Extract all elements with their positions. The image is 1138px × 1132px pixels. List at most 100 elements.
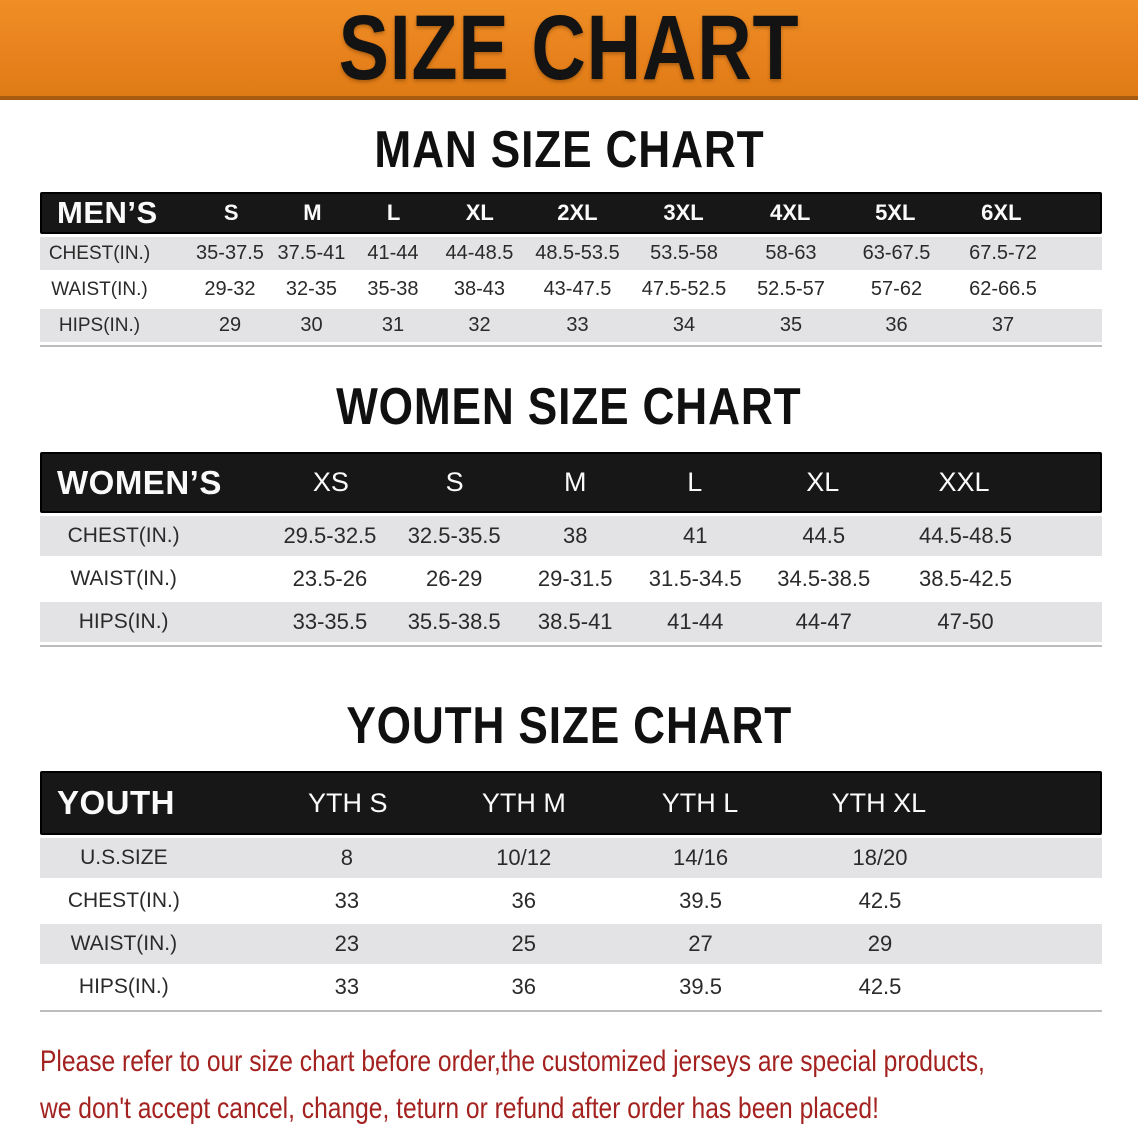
youth-size-section: YOUTH SIZE CHART YOUTH YTH S YTH M YTH L YTH… <box>0 700 1138 1012</box>
size-column-header: XL <box>806 467 840 497</box>
size-column-header: 6XL <box>981 200 1022 225</box>
value-cell: 27 <box>688 931 713 956</box>
value-cell: 25 <box>511 931 536 956</box>
womens-size-table: WOMEN’S XS S M L XL XXL CHEST(IN.) 29.5-32.5 32.5… <box>40 452 1102 647</box>
value-cell: 8 <box>340 845 354 870</box>
women-size-section: WOMEN SIZE CHART WOMEN’S XS S M L XL XXL CHEST(… <box>0 381 1138 647</box>
notice-line-2: we don't accept cancel, change, teturn o… <box>40 1092 879 1125</box>
notice-line-1: Please refer to our size chart before or… <box>40 1045 985 1078</box>
row-label-cell: U.S.SIZE <box>80 846 168 869</box>
value-cell: 34.5-38.5 <box>777 566 871 591</box>
value-cell: 44-48.5 <box>445 242 514 264</box>
row-label-cell: CHEST(IN.) <box>67 524 180 547</box>
value-cell: 23 <box>334 931 360 956</box>
value-cell: 63-67.5 <box>862 242 931 264</box>
size-column-header: XXL <box>938 467 990 497</box>
size-column-header: YTH S <box>307 787 388 818</box>
measurement-row: HIPS(IN.) 29 30 31 32 33 34 35 36 37 <box>40 309 1102 342</box>
value-cell: 41-44 <box>367 242 419 264</box>
value-cell: 35-37.5 <box>196 242 264 264</box>
man-size-chart-heading: MAN SIZE CHART <box>373 121 765 179</box>
value-cell: 18/20 <box>852 845 908 870</box>
size-column-header: XL <box>465 200 494 225</box>
value-cell: 42.5 <box>858 888 902 913</box>
value-cell: 57-62 <box>870 278 923 300</box>
value-cell: 33-35.5 <box>292 609 368 634</box>
row-label-cell: WAIST(IN.) <box>70 932 178 955</box>
group-label-cell: WOMEN’S <box>57 463 222 501</box>
value-cell: 62-66.5 <box>969 278 1037 300</box>
mens-size-table: MEN’S S M L XL 2XL 3XL 4XL 5XL 6XL CHEST(IN.) 35-37… <box>40 192 1102 347</box>
value-cell: 38 <box>562 523 588 548</box>
value-cell: 23.5-26 <box>292 566 368 591</box>
value-cell: 33 <box>566 314 589 336</box>
women-size-chart-heading: WOMEN SIZE CHART <box>336 378 802 436</box>
row-label-cell: CHEST(IN.) <box>67 889 180 912</box>
value-cell: 67.5-72 <box>969 242 1037 264</box>
measurement-row: CHEST(IN.) 33 36 39.5 42.5 <box>40 881 1102 921</box>
value-cell: 35 <box>779 314 803 336</box>
size-column-header: M <box>303 200 322 225</box>
value-cell: 14/16 <box>673 845 729 870</box>
value-cell: 41 <box>682 523 708 548</box>
size-column-header: S <box>223 200 239 225</box>
measurement-row: CHEST(IN.) 29.5-32.5 32.5-35.5 38 41 44.5 44.5… <box>40 516 1102 556</box>
size-column-header: 5XL <box>875 200 916 225</box>
value-cell: 52.5-57 <box>757 278 825 300</box>
order-notice: Please refer to our size chart before or… <box>40 1038 1128 1132</box>
value-cell: 26-29 <box>426 566 483 591</box>
value-cell: 36 <box>511 974 536 999</box>
value-cell: 39.5 <box>679 888 722 913</box>
value-cell: 33 <box>334 888 360 913</box>
value-cell: 44.5 <box>802 523 846 548</box>
size-column-header: YTH L <box>661 787 739 818</box>
size-column-header: XS <box>312 467 349 497</box>
measurement-row: WAIST(IN.) 29-32 32-35 35-38 38-43 43-47.5 47.… <box>40 273 1102 306</box>
value-cell: 48.5-53.5 <box>535 242 620 264</box>
value-cell: 44.5-48.5 <box>919 523 1012 548</box>
youth-size-table: YOUTH YTH S YTH M YTH L YTH XL U.S.SIZE 8 10/12… <box>40 771 1102 1012</box>
value-cell: 32.5-35.5 <box>407 523 501 548</box>
value-cell: 47-50 <box>937 609 994 634</box>
size-column-header: YTH M <box>481 787 566 818</box>
column-header-row: MEN’S S M L XL 2XL 3XL 4XL 5XL 6XL <box>40 192 1102 234</box>
value-cell: 31.5-34.5 <box>648 566 742 591</box>
row-label-cell: HIPS(IN.) <box>78 610 169 633</box>
column-header-row: WOMEN’S XS S M L XL XXL <box>40 452 1102 513</box>
youth-size-chart-heading: YOUTH SIZE CHART <box>346 697 792 755</box>
size-chart-title: SIZE CHART <box>338 0 800 99</box>
value-cell: 29-32 <box>204 278 256 300</box>
value-cell: 53.5-58 <box>650 242 718 264</box>
measurement-row: CHEST(IN.) 35-37.5 37.5-41 41-44 44-48.5 48.5… <box>40 237 1102 270</box>
value-cell: 29 <box>218 314 242 336</box>
size-chart-banner: SIZE CHART <box>0 0 1138 100</box>
size-column-header: L <box>687 467 703 497</box>
value-cell: 37.5-41 <box>277 242 346 264</box>
value-cell: 34 <box>672 314 696 336</box>
row-label-cell: WAIST(IN.) <box>51 278 148 300</box>
value-cell: 31 <box>381 314 405 336</box>
measurement-row: WAIST(IN.) 23.5-26 26-29 29-31.5 31.5-34.5 34… <box>40 559 1102 599</box>
size-column-header: 3XL <box>663 200 704 225</box>
measurement-row: HIPS(IN.) 33-35.5 35.5-38.5 38.5-41 41-44 44-… <box>40 602 1102 642</box>
group-label-cell: YOUTH <box>57 784 175 821</box>
value-cell: 39.5 <box>679 974 722 999</box>
value-cell: 41-44 <box>667 609 724 634</box>
value-cell: 32-35 <box>285 278 338 300</box>
measurement-row: U.S.SIZE 8 10/12 14/16 18/20 <box>40 838 1102 878</box>
value-cell: 29 <box>867 931 893 956</box>
size-column-header: 2XL <box>557 200 598 225</box>
size-column-header: S <box>445 467 464 497</box>
value-cell: 38-43 <box>453 278 506 300</box>
size-column-header: 4XL <box>769 200 811 225</box>
value-cell: 30 <box>300 314 323 336</box>
value-cell: 38.5-42.5 <box>919 566 1012 591</box>
row-label-cell: HIPS(IN.) <box>58 314 141 336</box>
group-label-cell: MEN’S <box>57 195 158 230</box>
value-cell: 29-31.5 <box>537 566 613 591</box>
value-cell: 10/12 <box>496 845 552 870</box>
row-label-cell: WAIST(IN.) <box>70 567 177 590</box>
value-cell: 36 <box>511 888 536 913</box>
value-cell: 35.5-38.5 <box>407 609 501 634</box>
men-size-section: MAN SIZE CHART MEN’S S M L XL 2XL 3XL 4XL 5XL 6XL… <box>0 124 1138 347</box>
